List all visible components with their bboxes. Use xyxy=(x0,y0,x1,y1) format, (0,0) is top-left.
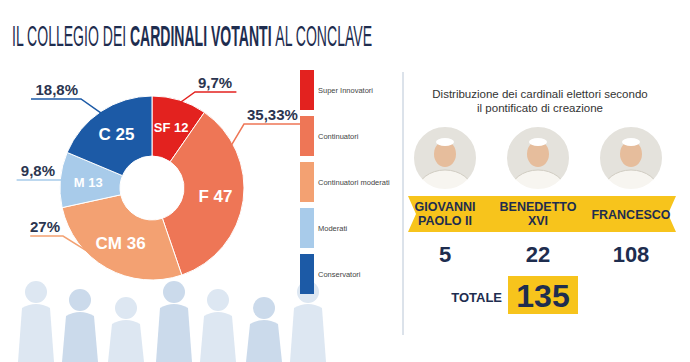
percent-label: 35,33% xyxy=(247,106,298,123)
legend-label: Continuatori moderati xyxy=(318,178,390,187)
count-label: C 25 xyxy=(99,125,135,144)
pontificate-name-line: BENEDETTO xyxy=(500,200,577,214)
portrait-ring xyxy=(413,126,477,190)
leader-line xyxy=(31,99,103,115)
donut-slice xyxy=(162,112,244,275)
portrait-cap xyxy=(529,138,547,146)
silhouette-body xyxy=(290,304,326,362)
pontificate-name: GIOVANNIPAOLO II xyxy=(415,200,476,228)
pontificate-count: 5 xyxy=(439,242,451,267)
silhouette-head xyxy=(253,297,275,319)
title-tail: AL CONCLAVE xyxy=(275,19,372,52)
leader-line xyxy=(230,124,303,147)
silhouette-body xyxy=(246,320,282,362)
title-bold: CARDINALI VOTANTI xyxy=(130,19,272,52)
percent-label: 9,7% xyxy=(198,74,232,91)
silhouette-head xyxy=(207,289,229,311)
pontificate-name: FRANCESCO xyxy=(591,208,670,222)
count-label: CM 36 xyxy=(96,234,146,253)
name-banner xyxy=(408,196,676,232)
portrait-ring xyxy=(599,126,663,190)
pontificate-name-line: XVI xyxy=(528,214,548,228)
pontificate-name-line: PAOLO II xyxy=(418,214,472,228)
leader-line xyxy=(30,236,109,265)
legend-label: Moderati xyxy=(318,224,348,233)
pontificate-name-line: GIOVANNI xyxy=(415,200,476,214)
silhouette-body xyxy=(108,320,144,362)
pontificate-count: 108 xyxy=(613,242,650,267)
legend-swatch xyxy=(300,254,314,294)
portrait xyxy=(599,126,663,214)
total-value: 135 xyxy=(516,278,569,314)
count-label: F 47 xyxy=(198,187,232,206)
silhouette-head xyxy=(163,281,185,303)
donut-slice xyxy=(67,96,152,176)
silhouette-body xyxy=(18,304,54,362)
legend-swatch xyxy=(300,208,314,248)
percent-label: 18,8% xyxy=(35,81,78,98)
silhouette-head xyxy=(25,281,47,303)
title: IL COLLEGIO DEICARDINALI VOTANTIAL CONCL… xyxy=(12,19,372,52)
total-box xyxy=(508,276,578,314)
silhouette-body xyxy=(62,312,98,362)
pontificates: Distribuzione dei cardinali elettori sec… xyxy=(408,88,676,314)
silhouette-body xyxy=(200,312,236,362)
leader-line xyxy=(178,92,236,104)
silhouette-body xyxy=(156,304,192,362)
infographic: IL COLLEGIO DEICARDINALI VOTANTIAL CONCL… xyxy=(0,0,690,362)
portrait-cap xyxy=(436,138,454,146)
silhouettes xyxy=(18,281,326,362)
percent-label: 9,8% xyxy=(21,162,55,179)
separator xyxy=(403,72,404,335)
legend-swatch xyxy=(300,70,314,110)
silhouette-head xyxy=(69,289,91,311)
pontificate-name-line: FRANCESCO xyxy=(591,208,670,222)
title-lead: IL COLLEGIO DEI xyxy=(12,19,126,52)
pontificate-count: 22 xyxy=(526,242,550,267)
count-label: M 13 xyxy=(74,175,103,190)
legend-label: Conservatori xyxy=(318,270,361,279)
legend-swatch xyxy=(300,162,314,202)
total-label: TOTALE xyxy=(451,290,502,305)
legend-swatch xyxy=(300,116,314,156)
count-label: SF 12 xyxy=(154,120,189,135)
portrait-cap xyxy=(622,138,640,146)
portrait-ring xyxy=(506,126,570,190)
donut-labels: SF 12 9,7% F 47 35,33% CM 36 27% M 13 9,8% C 25 1… xyxy=(17,74,303,265)
legend-label: Super Innovatori xyxy=(318,86,373,95)
legend-label: Continuatori xyxy=(318,132,359,141)
percent-label: 27% xyxy=(30,218,60,235)
subtitle-line: Distribuzione dei cardinali elettori sec… xyxy=(432,88,647,100)
donut xyxy=(60,96,244,280)
silhouette-head xyxy=(115,297,137,319)
donut-slice xyxy=(62,195,182,280)
legend: Super Innovatori Continuatori Continuatori… xyxy=(300,70,390,294)
pontificate-name: BENEDETTOXVI xyxy=(500,200,577,228)
subtitle-line: il pontificato di creazione xyxy=(477,102,603,114)
background xyxy=(0,0,690,362)
leader-line xyxy=(17,179,65,181)
subtitle: Distribuzione dei cardinali elettori sec… xyxy=(432,88,647,114)
portrait xyxy=(413,126,477,214)
